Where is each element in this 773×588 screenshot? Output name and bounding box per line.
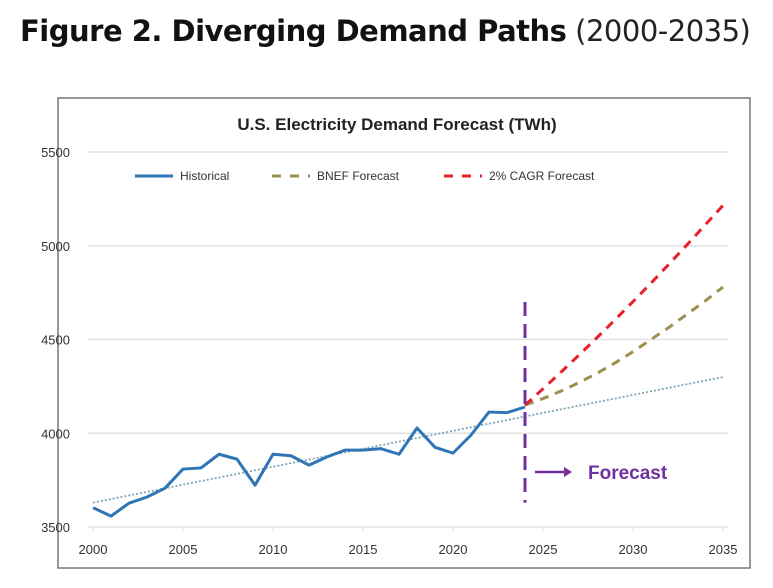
y-tick-label: 4500 bbox=[41, 333, 70, 348]
forecast-label: Forecast bbox=[588, 463, 668, 484]
x-tick-label: 2015 bbox=[349, 542, 378, 557]
heading-bold: Figure 2. Diverging Demand Paths bbox=[20, 14, 567, 48]
heading-range: (2000-2035) bbox=[575, 14, 751, 48]
figure-heading: Figure 2. Diverging Demand Paths (2000-2… bbox=[20, 14, 751, 48]
y-tick-label: 5000 bbox=[41, 239, 70, 254]
chart-title: U.S. Electricity Demand Forecast (TWh) bbox=[237, 115, 556, 134]
legend-label: Historical bbox=[180, 169, 229, 183]
y-tick-label: 3500 bbox=[41, 520, 70, 535]
chart-frame bbox=[57, 97, 751, 569]
x-tick-label: 2000 bbox=[79, 542, 108, 557]
series-line-1 bbox=[524, 285, 724, 407]
x-tick-label: 2010 bbox=[259, 542, 288, 557]
x-tick-label: 2030 bbox=[619, 542, 648, 557]
x-tick-label: 2020 bbox=[439, 542, 468, 557]
legend-label: BNEF Forecast bbox=[317, 169, 400, 183]
y-tick-label: 5500 bbox=[41, 145, 70, 160]
series-line-2 bbox=[523, 204, 725, 407]
x-tick-label: 2035 bbox=[709, 542, 738, 557]
x-tick-label: 2005 bbox=[169, 542, 198, 557]
arrow-head-icon bbox=[564, 467, 572, 477]
legend-label: 2% CAGR Forecast bbox=[489, 169, 595, 183]
y-tick-label: 4000 bbox=[41, 426, 70, 441]
x-tick-label: 2025 bbox=[529, 542, 558, 557]
